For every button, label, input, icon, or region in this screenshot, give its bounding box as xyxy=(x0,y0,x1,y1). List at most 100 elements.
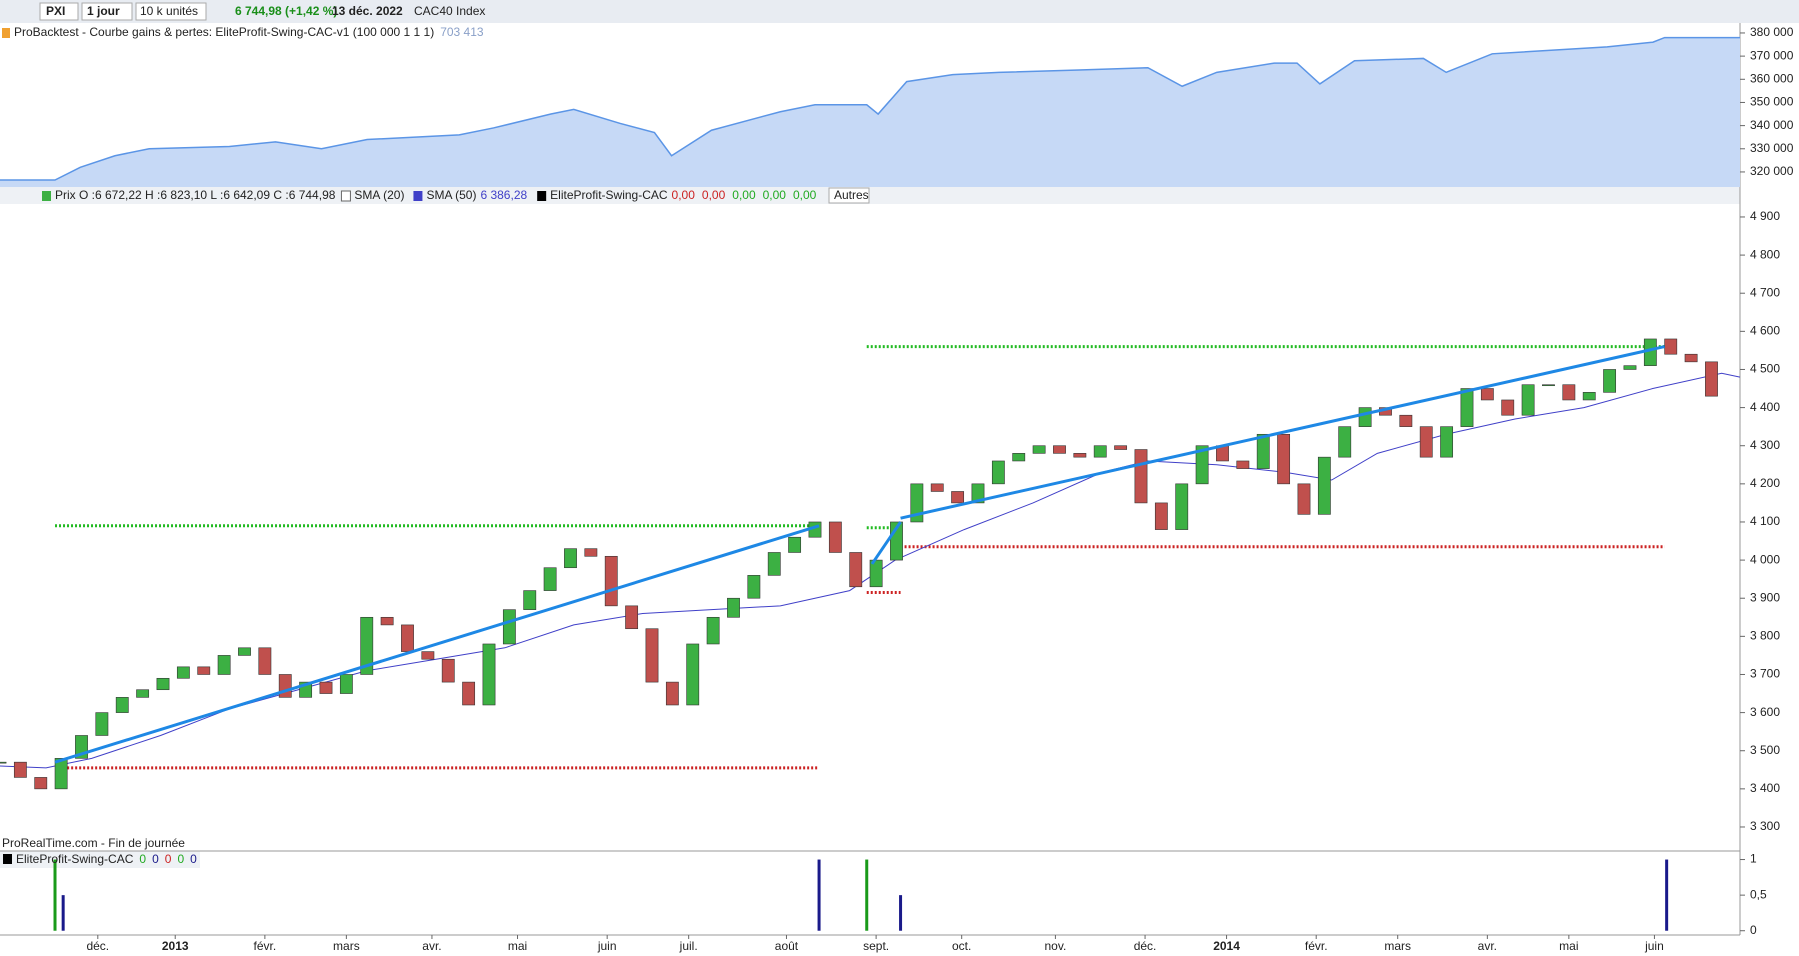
signal-bar xyxy=(1665,859,1669,931)
period-box[interactable] xyxy=(81,2,133,21)
y-tick-label: 3 900 xyxy=(1750,590,1780,604)
candle xyxy=(1440,426,1454,458)
indicator-value: 0,00 xyxy=(793,188,817,202)
x-tick-label: févr. xyxy=(254,939,277,953)
x-tick-label: déc. xyxy=(86,939,109,953)
candle xyxy=(1297,483,1311,515)
period[interactable]: 1 jour xyxy=(87,4,120,18)
candle xyxy=(1419,426,1433,458)
y-tick-label: 340 000 xyxy=(1750,118,1794,132)
others-button[interactable] xyxy=(828,187,870,204)
candle xyxy=(34,777,48,790)
toolbar xyxy=(0,0,1799,23)
y-tick-label: 3 500 xyxy=(1750,743,1780,757)
indicator-value: 0,00 xyxy=(763,188,787,202)
candle xyxy=(1175,483,1189,530)
signal-bar xyxy=(899,895,903,931)
candle xyxy=(217,655,231,675)
units-box[interactable] xyxy=(135,2,207,21)
candle xyxy=(360,616,374,675)
candle xyxy=(401,624,414,652)
x-tick-label: déc. xyxy=(1134,939,1157,953)
candle xyxy=(788,536,802,553)
footer: ProRealTime.com - Fin de journée xyxy=(2,836,185,850)
candle xyxy=(930,483,944,492)
candle xyxy=(991,460,1005,485)
candle xyxy=(645,628,659,683)
y-tick-label: 3 300 xyxy=(1750,819,1780,833)
candle xyxy=(604,555,618,607)
others-label[interactable]: Autres xyxy=(834,188,869,202)
candle xyxy=(1012,453,1026,462)
candle xyxy=(625,605,639,630)
candle xyxy=(197,666,211,675)
instrument: CAC40 Index xyxy=(414,4,485,18)
indicator-legend-bar xyxy=(0,851,200,868)
sma50-legend: SMA (50) xyxy=(426,188,476,202)
x-tick-label: mai xyxy=(508,939,527,953)
candle xyxy=(0,761,7,764)
candle xyxy=(1338,426,1352,458)
candle xyxy=(115,697,129,713)
y-tick-label: 3 800 xyxy=(1750,629,1780,643)
x-tick-label: sept. xyxy=(863,939,889,953)
candle xyxy=(1542,384,1555,387)
candle xyxy=(849,552,863,588)
indicator-value: 0,00 xyxy=(732,188,756,202)
candle xyxy=(1460,388,1474,427)
y-tick-label: 4 800 xyxy=(1750,247,1780,261)
candle xyxy=(1643,338,1657,366)
y-tick-label: 0,5 xyxy=(1750,887,1767,901)
candle xyxy=(1358,407,1372,427)
candle xyxy=(380,616,394,626)
y-tick-label: 4 400 xyxy=(1750,400,1780,414)
equity-area xyxy=(0,37,1740,188)
candle xyxy=(1195,445,1209,485)
candle xyxy=(869,559,883,588)
symbol[interactable]: PXI xyxy=(46,4,65,18)
candle xyxy=(1256,433,1270,469)
trend-line xyxy=(870,521,902,565)
candle xyxy=(1521,384,1535,416)
candle xyxy=(1032,445,1046,454)
indicator-value: 0 xyxy=(190,852,197,866)
candle xyxy=(136,689,150,698)
x-tick-label: 2013 xyxy=(162,939,189,953)
trend-line xyxy=(54,524,820,764)
x-tick-label: août xyxy=(775,939,799,953)
candle xyxy=(747,575,761,599)
signal-bar xyxy=(61,895,65,931)
indicator-legend: EliteProfit-Swing-CAC xyxy=(550,188,668,202)
legend-swatch xyxy=(2,28,10,38)
candle xyxy=(13,761,27,778)
candle xyxy=(278,674,292,698)
candle xyxy=(1664,338,1678,355)
candle xyxy=(1399,414,1413,427)
y-tick-label: 4 100 xyxy=(1750,514,1780,528)
candle xyxy=(95,712,109,736)
candle xyxy=(1277,433,1291,485)
x-tick-label: oct. xyxy=(952,939,971,953)
symbol-box[interactable] xyxy=(39,2,79,21)
y-tick-label: 4 900 xyxy=(1750,209,1780,223)
y-tick-label: 3 600 xyxy=(1750,705,1780,719)
candle xyxy=(502,609,516,645)
candle xyxy=(767,552,781,576)
legend-swatch xyxy=(3,854,12,864)
candle xyxy=(706,616,720,645)
signal-bar xyxy=(865,859,869,931)
indicator-legend: EliteProfit-Swing-CAC xyxy=(16,852,134,866)
candle xyxy=(339,674,353,694)
y-tick-label: 4 000 xyxy=(1750,552,1780,566)
candle xyxy=(1154,502,1168,530)
units[interactable]: 10 k unités xyxy=(140,4,198,18)
indicator-value: 0,00 xyxy=(702,188,726,202)
x-tick-label: avr. xyxy=(422,939,441,953)
y-tick-label: 1 xyxy=(1750,852,1757,866)
equity-legend-value: 703 413 xyxy=(440,25,484,39)
candle xyxy=(971,483,985,504)
candle xyxy=(686,643,700,706)
y-tick-label: 4 700 xyxy=(1750,285,1780,299)
indicator-value: 0,00 xyxy=(672,188,696,202)
